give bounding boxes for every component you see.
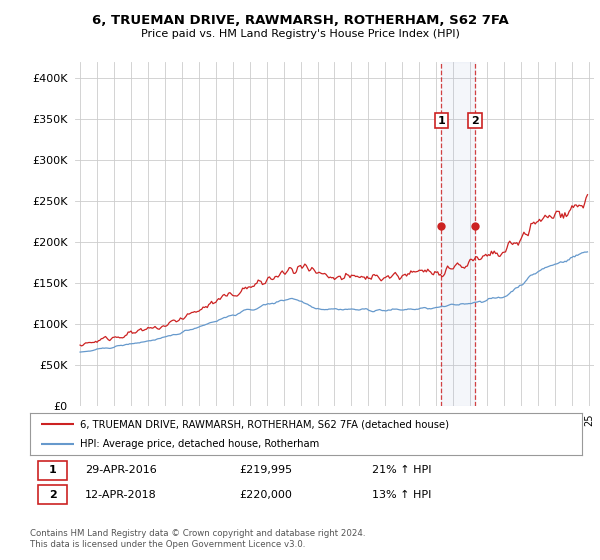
Text: £220,000: £220,000 — [240, 489, 293, 500]
Bar — [38, 485, 67, 505]
Text: Price paid vs. HM Land Registry's House Price Index (HPI): Price paid vs. HM Land Registry's House … — [140, 29, 460, 39]
Text: 1: 1 — [49, 465, 56, 475]
Text: £219,995: £219,995 — [240, 465, 293, 475]
Bar — [441, 62, 475, 406]
Text: 21% ↑ HPI: 21% ↑ HPI — [372, 465, 432, 475]
Text: 2: 2 — [49, 489, 56, 500]
Text: HPI: Average price, detached house, Rotherham: HPI: Average price, detached house, Roth… — [80, 439, 319, 449]
Bar — [38, 461, 67, 480]
Text: 12-APR-2018: 12-APR-2018 — [85, 489, 157, 500]
Text: 6, TRUEMAN DRIVE, RAWMARSH, ROTHERHAM, S62 7FA (detached house): 6, TRUEMAN DRIVE, RAWMARSH, ROTHERHAM, S… — [80, 419, 449, 430]
Text: 13% ↑ HPI: 13% ↑ HPI — [372, 489, 431, 500]
Text: Contains HM Land Registry data © Crown copyright and database right 2024.
This d: Contains HM Land Registry data © Crown c… — [30, 529, 365, 549]
Text: 29-APR-2016: 29-APR-2016 — [85, 465, 157, 475]
Text: 1: 1 — [437, 116, 445, 125]
Text: 2: 2 — [471, 116, 479, 125]
Text: 6, TRUEMAN DRIVE, RAWMARSH, ROTHERHAM, S62 7FA: 6, TRUEMAN DRIVE, RAWMARSH, ROTHERHAM, S… — [92, 14, 508, 27]
